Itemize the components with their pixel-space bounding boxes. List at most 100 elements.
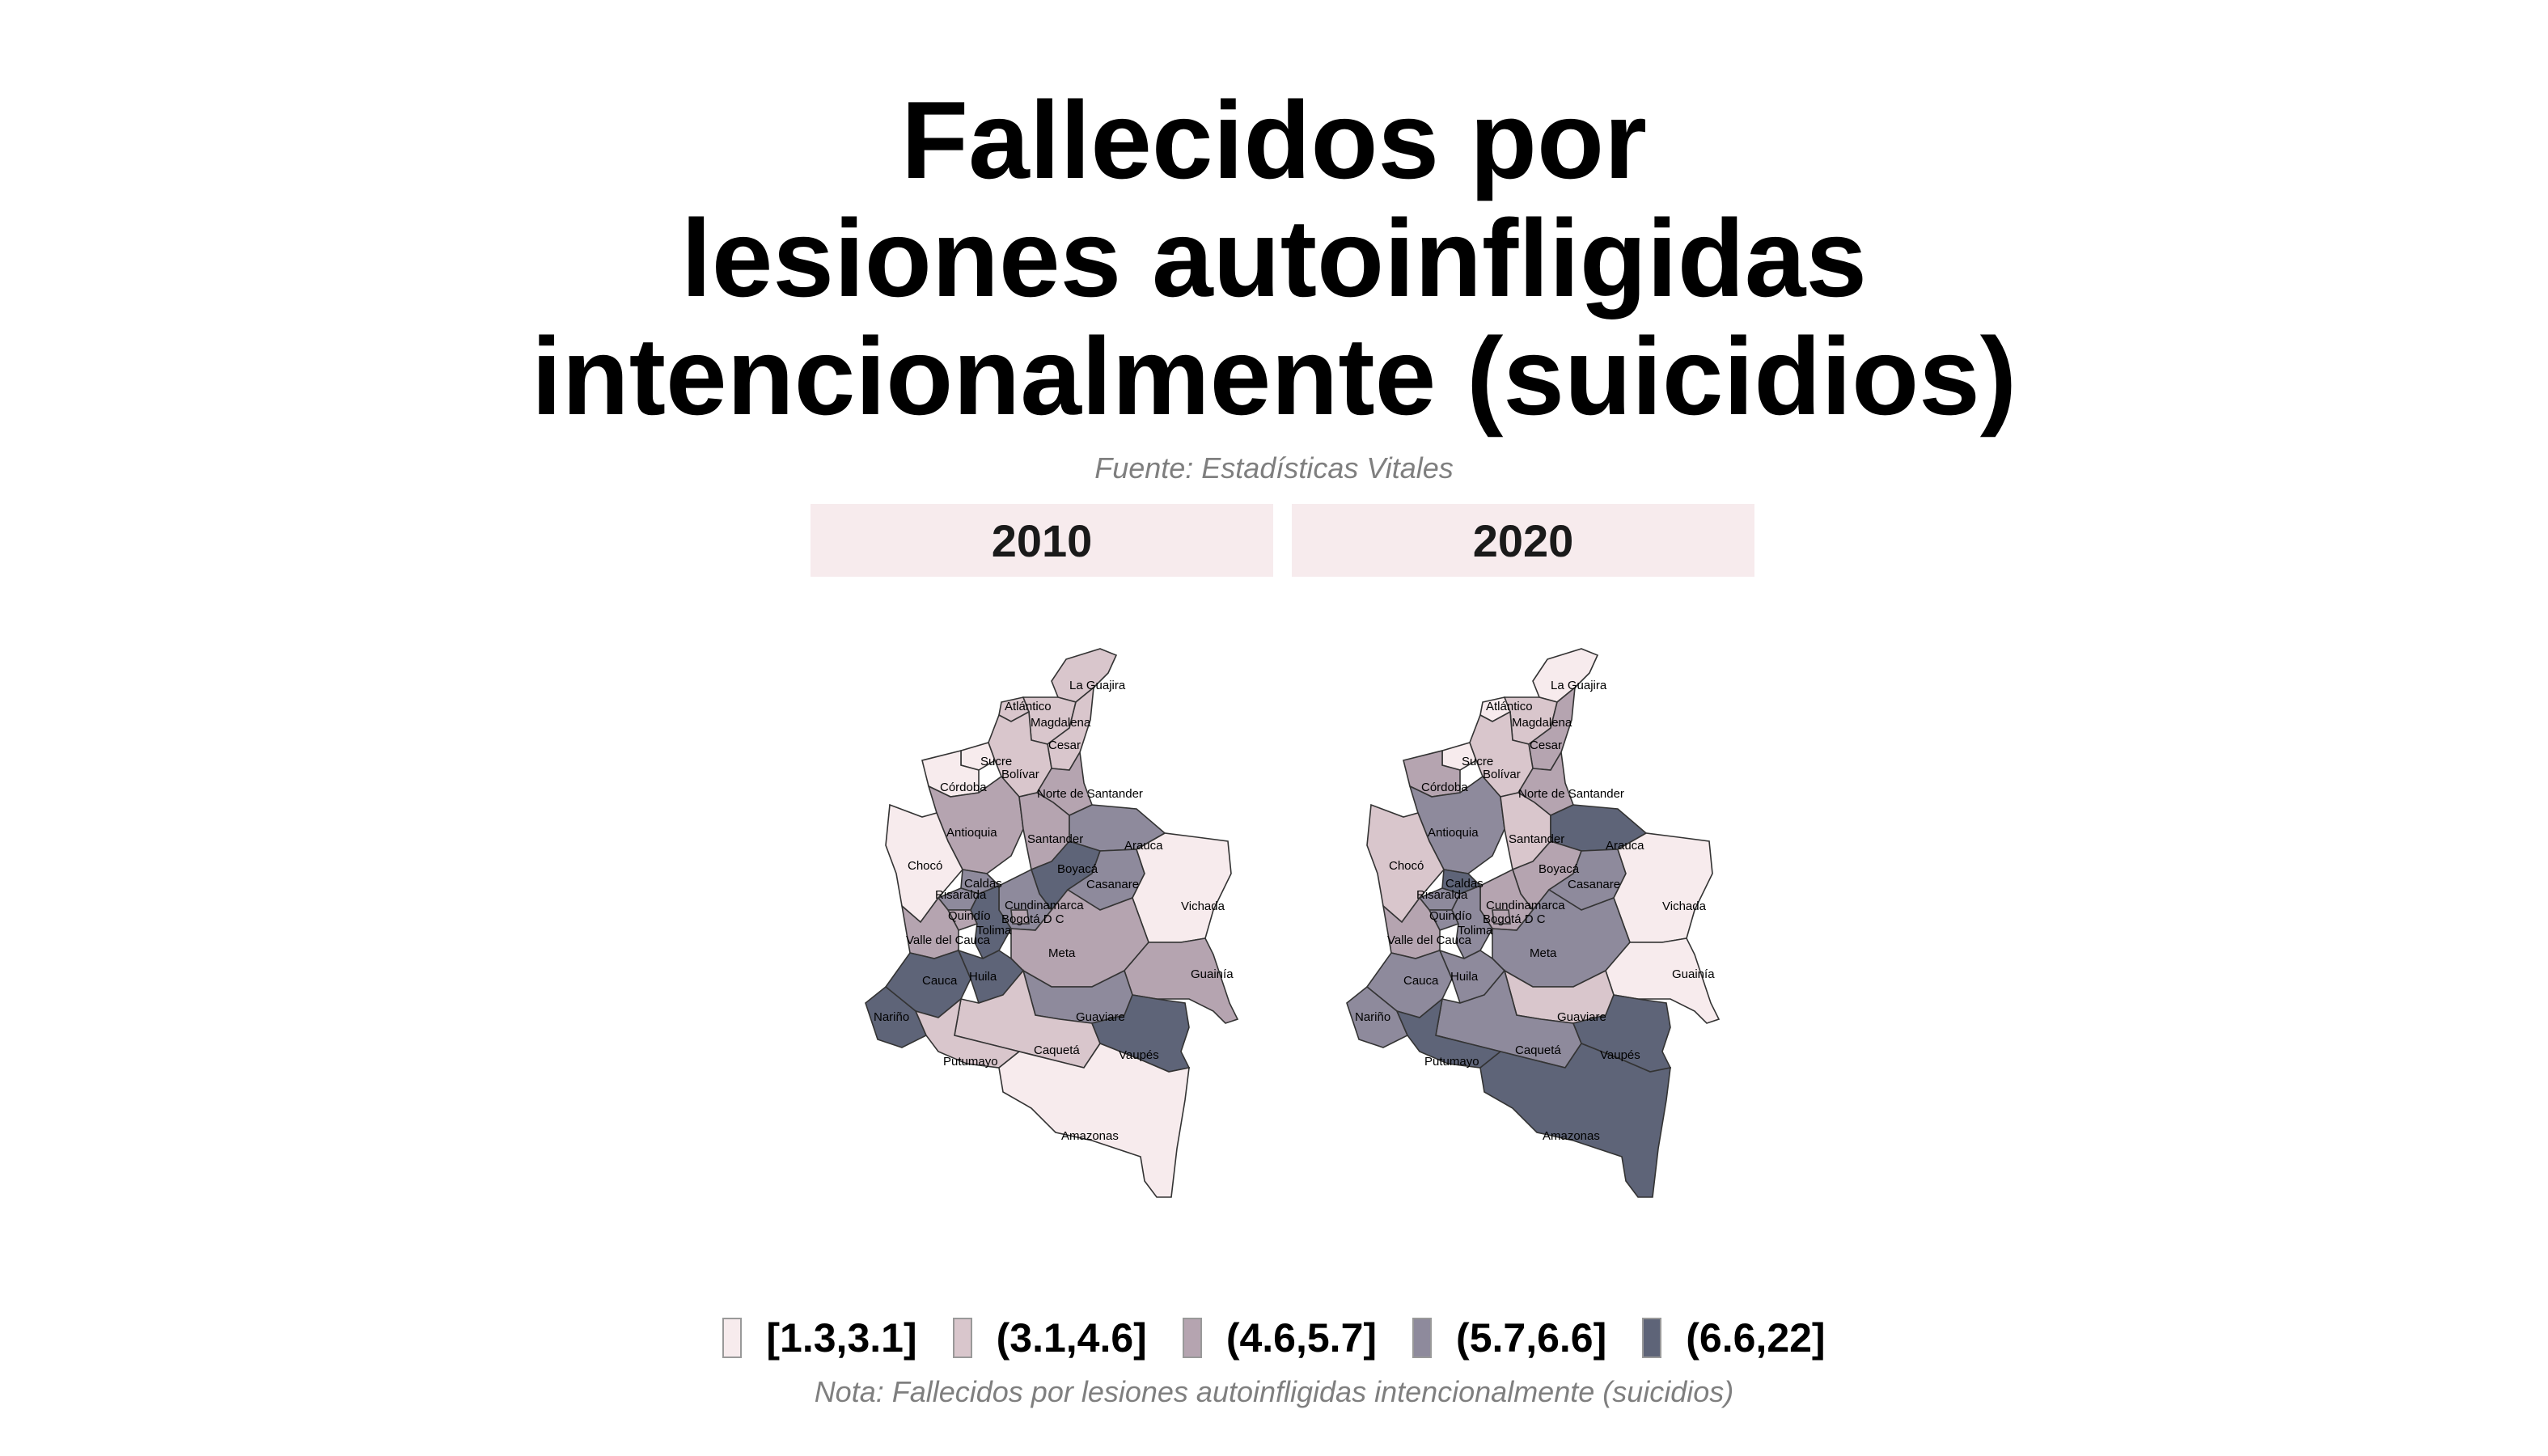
department-label: Magdalena (1512, 716, 1572, 730)
choropleth-map-2020: La GuajiraAtlánticoMagdalenaCesarSucreBo… (1346, 648, 1721, 1198)
department-bogot-d-c (1492, 909, 1511, 925)
department-label: Cauca (1403, 974, 1439, 988)
department-label: Putumayo (1424, 1055, 1479, 1069)
department-label: Santander (1509, 832, 1564, 846)
department-label: Chocó (1389, 859, 1424, 873)
department-label: Nariño (874, 1010, 909, 1024)
department-label: Casanare (1568, 878, 1620, 891)
department-label: Guaviare (1076, 1010, 1125, 1024)
department-amazonas (998, 1043, 1190, 1198)
department-bogot-d-c (1010, 909, 1030, 925)
department-label: Bogotá D C (1483, 912, 1546, 926)
department-label: Córdoba (1421, 781, 1468, 794)
department-label: Vichada (1662, 899, 1707, 913)
legend-label: (6.6,22] (1686, 1315, 1826, 1361)
department-label: Valle del Cauca (906, 933, 991, 947)
department-label: Norte de Santander (1037, 787, 1143, 801)
department-label: Chocó (908, 859, 942, 873)
footnote: Nota: Fallecidos por lesiones autoinflig… (814, 1375, 1734, 1408)
department-label: Cauca (922, 974, 958, 988)
legend-item: [1.3,3.1] (722, 1314, 917, 1361)
department-label: Meta (1048, 946, 1076, 960)
department-vichada (1132, 832, 1232, 943)
panel-header-2010: 2010 (811, 504, 1273, 577)
department-label: Sucre (980, 755, 1012, 768)
legend-item: (6.6,22] (1642, 1314, 1826, 1361)
department-label: Guainía (1191, 967, 1234, 981)
department-la-guajira (1532, 648, 1599, 703)
legend-item: (3.1,4.6] (952, 1314, 1147, 1361)
department-label: Sucre (1462, 755, 1493, 768)
department-label: Vaupés (1119, 1048, 1159, 1062)
department-label: Amazonas (1061, 1129, 1119, 1143)
department-label: Vichada (1181, 899, 1225, 913)
map-title: Fallecidos por lesiones autoinfligidas i… (0, 81, 2548, 435)
department-label: Atlántico (1486, 700, 1533, 713)
department-tolima (1451, 884, 1493, 960)
legend: [1.3,3.1] (3.1,4.6] (4.6,5.7] (5.7,6.6] … (0, 1314, 2548, 1361)
department-label: Caquetá (1034, 1043, 1080, 1057)
department-label: La Guajira (1069, 679, 1126, 692)
department-label: Bolívar (1483, 768, 1521, 781)
department-label: Antioquia (946, 826, 997, 840)
title-line-2: lesiones autoinfligidas (680, 197, 1868, 320)
source-subtitle: Fuente: Estadísticas Vitales (1094, 451, 1454, 485)
department-label: Caquetá (1515, 1043, 1561, 1057)
department-label: Vaupés (1600, 1048, 1640, 1062)
legend-label: (5.7,6.6] (1456, 1315, 1607, 1361)
department-label: Arauca (1124, 839, 1163, 853)
department-label: Caldas (1445, 877, 1484, 891)
legend-swatch (1182, 1318, 1202, 1358)
department-label: Valle del Cauca (1387, 933, 1472, 947)
title-line-1: Fallecidos por (901, 78, 1647, 201)
department-label: Tolima (1458, 924, 1493, 938)
legend-swatch (952, 1318, 972, 1358)
department-label: Huila (969, 970, 997, 984)
department-label: Amazonas (1543, 1129, 1600, 1143)
title-line-3: intencionalmente (suicidios) (531, 315, 2017, 438)
legend-swatch (1412, 1318, 1433, 1358)
legend-swatch (1642, 1318, 1662, 1358)
department-label: Santander (1027, 832, 1083, 846)
panel-header-2020: 2020 (1292, 504, 1754, 577)
department-tolima (970, 884, 1012, 960)
department-label: Bogotá D C (1001, 912, 1064, 926)
department-label: Caldas (964, 877, 1002, 891)
department-label: Cundinamarca (1005, 899, 1084, 912)
department-label: La Guajira (1551, 679, 1607, 692)
department-label: Bolívar (1001, 768, 1039, 781)
legend-label: (3.1,4.6] (996, 1315, 1147, 1361)
department-label: Nariño (1355, 1010, 1390, 1024)
department-label: Arauca (1606, 839, 1644, 853)
department-label: Cesar (1530, 739, 1562, 752)
department-label: Córdoba (940, 781, 987, 794)
legend-swatch (722, 1318, 743, 1358)
department-label: Cundinamarca (1486, 899, 1565, 912)
department-label: Guainía (1672, 967, 1715, 981)
department-label: Boyacá (1057, 862, 1098, 876)
department-label: Antioquia (1428, 826, 1479, 840)
department-amazonas (1479, 1043, 1671, 1198)
choropleth-map-2010: La GuajiraAtlánticoMagdalenaCesarSucreBo… (865, 648, 1239, 1198)
department-label: Tolima (976, 924, 1012, 938)
department-vichada (1613, 832, 1713, 943)
department-label: Casanare (1086, 878, 1139, 891)
department-label: Quindío (948, 909, 991, 923)
department-label: Boyacá (1539, 862, 1580, 876)
department-la-guajira (1051, 648, 1118, 703)
legend-label: [1.3,3.1] (766, 1315, 917, 1361)
department-label: Guaviare (1557, 1010, 1606, 1024)
department-label: Risaralda (935, 888, 987, 902)
department-label: Magdalena (1031, 716, 1091, 730)
department-label: Putumayo (943, 1055, 998, 1069)
legend-item: (5.7,6.6] (1412, 1314, 1606, 1361)
department-label: Norte de Santander (1518, 787, 1624, 801)
department-label: Risaralda (1416, 888, 1468, 902)
department-label: Meta (1530, 946, 1557, 960)
legend-item: (4.6,5.7] (1182, 1314, 1378, 1361)
legend-label: (4.6,5.7] (1225, 1315, 1378, 1361)
department-label: Cesar (1048, 739, 1081, 752)
department-label: Atlántico (1005, 700, 1052, 713)
department-label: Huila (1450, 970, 1479, 984)
department-label: Quindío (1429, 909, 1472, 923)
